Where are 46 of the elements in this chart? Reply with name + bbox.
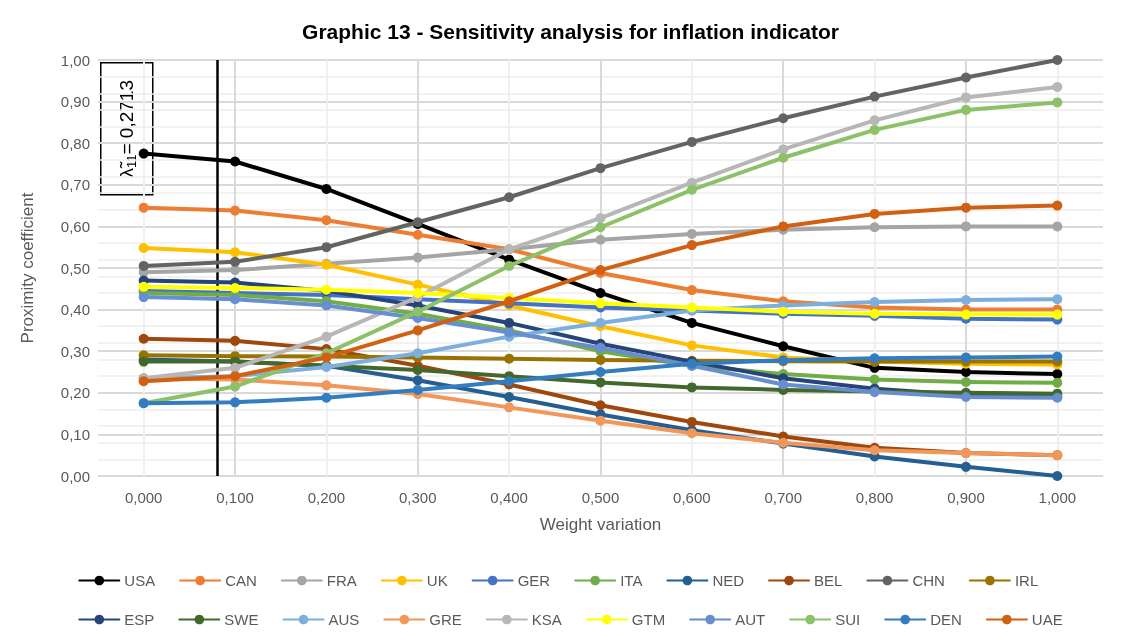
legend-label: SWE [224, 611, 259, 628]
legend-label: FRA [326, 572, 357, 589]
x-tick-label: 1,000 [1038, 489, 1077, 506]
y-tick-label: 0,20 [60, 384, 90, 402]
y-tick-label: 0,10 [60, 425, 90, 443]
x-axis-title: Weight variation [539, 515, 662, 534]
legend-label: GER [517, 572, 551, 589]
legend-label: AUT [735, 611, 766, 628]
x-tick-label: 0,800 [855, 489, 894, 506]
legend-label: GRE [429, 611, 462, 628]
y-tick-label: 0,00 [60, 467, 90, 485]
legend-label: UK [426, 572, 448, 589]
x-tick-label: 0,300 [399, 489, 437, 506]
x-tick-label: 0,900 [947, 489, 985, 506]
legend-label: CAN [225, 572, 257, 589]
legend-label: DEN [930, 611, 962, 628]
legend-label: ITA [620, 572, 643, 589]
legend-label: IRL [1014, 572, 1039, 589]
y-tick-label: 0,70 [60, 176, 90, 194]
x-tick-label: 0,700 [764, 489, 802, 506]
legend-label: BEL [814, 572, 843, 589]
annotation: λ̃11= 0,2713 [116, 80, 140, 178]
x-tick-label: 0,500 [581, 489, 620, 506]
legend-label: AUS [328, 611, 360, 628]
x-tick-label: 0,000 [124, 489, 163, 506]
legend-label: UAE [1031, 611, 1063, 628]
x-tick-label: 0,200 [307, 489, 346, 506]
y-tick-label: 0,90 [60, 93, 90, 111]
legend-label: NED [712, 572, 745, 589]
legend-label: ESP [124, 611, 155, 628]
y-tick-label: 0,30 [60, 342, 90, 360]
y-tick-label: 1,00 [60, 51, 90, 69]
legend-label: SUI [835, 611, 861, 628]
y-tick-label: 0,50 [60, 259, 90, 277]
legend-label: USA [124, 572, 156, 589]
y-axis-title: Proximity coefficient [18, 192, 37, 344]
x-tick-label: 0,100 [216, 489, 254, 506]
legend-label: GTM [631, 611, 666, 628]
chart-title: Graphic 13 - Sensitivity analysis for inflation indicator [302, 20, 839, 43]
y-tick-label: 0,80 [60, 134, 90, 152]
legend-label: CHN [912, 572, 945, 589]
legend-label: KSA [531, 611, 562, 628]
x-tick-label: 0,400 [490, 489, 528, 506]
y-tick-label: 0,60 [60, 217, 90, 235]
x-tick-label: 0,600 [673, 489, 711, 506]
y-tick-label: 0,40 [60, 301, 90, 319]
